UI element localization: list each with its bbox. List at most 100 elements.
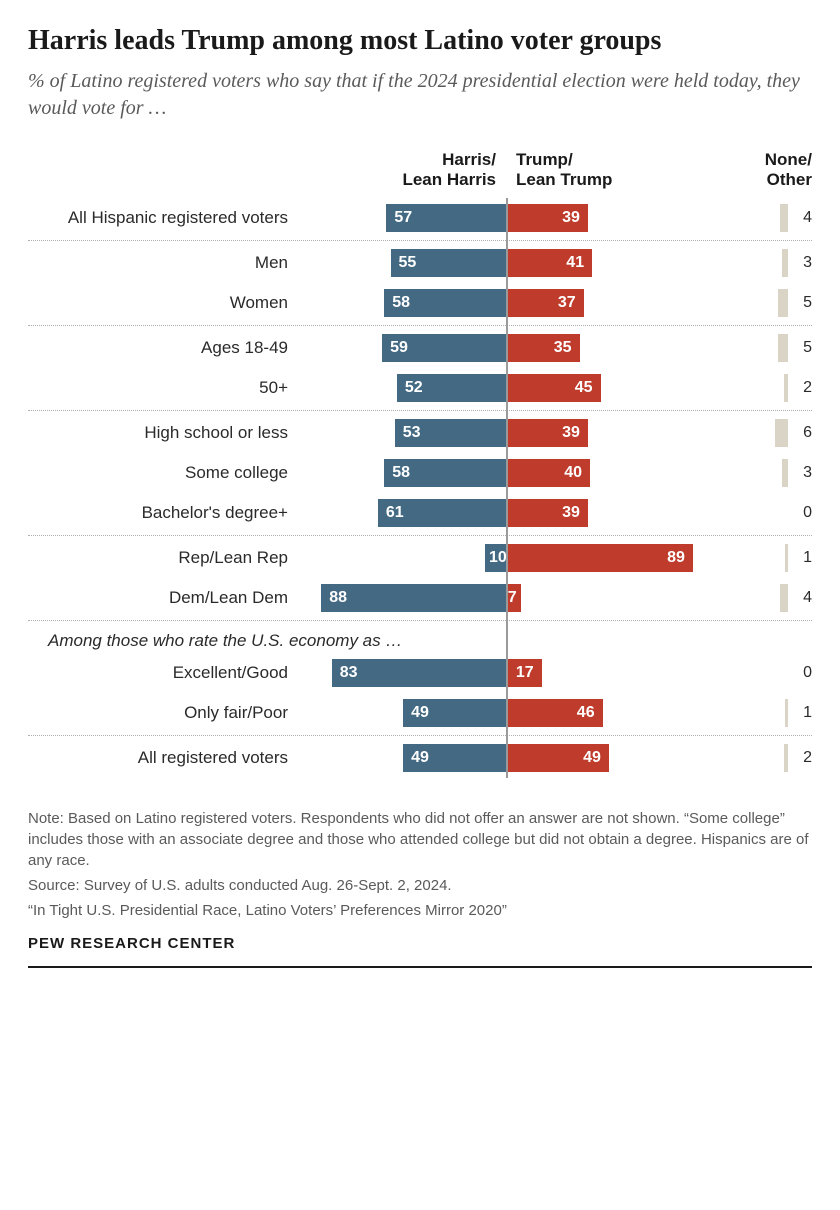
none-area: 2: [698, 738, 812, 778]
none-value: 2: [794, 749, 812, 767]
bar-trump: 49: [506, 744, 609, 772]
bar-trump: 17: [506, 659, 542, 687]
none-area: 2: [698, 368, 812, 408]
bar-harris: 49: [403, 744, 506, 772]
bar-none: [780, 204, 788, 232]
row-label: Ages 18-49: [28, 338, 298, 358]
row-label: Men: [28, 253, 298, 273]
footnote-note: Note: Based on Latino registered voters.…: [28, 808, 812, 871]
chart-container: Harris/Lean Harris Trump/Lean Trump None…: [28, 150, 812, 779]
bar-none: [785, 699, 788, 727]
data-row: Ages 18-4959355: [28, 328, 812, 368]
none-area: 3: [698, 453, 812, 493]
bar-harris: 58: [384, 289, 506, 317]
row-label: Excellent/Good: [28, 663, 298, 683]
header-harris: Harris/Lean Harris: [298, 150, 506, 191]
bar-trump: 46: [506, 699, 603, 727]
none-area: 6: [698, 413, 812, 453]
group-divider: [28, 410, 812, 411]
bar-harris: 83: [332, 659, 506, 687]
bar-harris: 52: [397, 374, 506, 402]
data-row: Men5541 3: [28, 243, 812, 283]
bar-none: [782, 459, 788, 487]
none-area: 1: [698, 538, 812, 578]
group-divider: [28, 620, 812, 621]
data-row: Some college58403: [28, 453, 812, 493]
none-value: 5: [794, 294, 812, 312]
none-value: 1: [794, 704, 812, 722]
bar-trump: 40: [506, 459, 590, 487]
column-headers: Harris/Lean Harris Trump/Lean Trump None…: [28, 150, 812, 191]
none-value: 0: [794, 664, 812, 682]
group-header: Among those who rate the U.S. economy as…: [28, 623, 812, 653]
bar-trump: 89: [506, 544, 693, 572]
data-row: 50+5245 2: [28, 368, 812, 408]
row-label: Women: [28, 293, 298, 313]
data-row: All registered voters49492: [28, 738, 812, 778]
rows-area: All Hispanic registered voters57394Men55…: [28, 198, 812, 778]
bottom-rule: [28, 966, 812, 968]
row-label: All Hispanic registered voters: [28, 208, 298, 228]
none-value: 4: [794, 209, 812, 227]
bar-harris: 10: [485, 544, 506, 572]
bar-none: [778, 289, 789, 317]
row-label: 50+: [28, 378, 298, 398]
group-divider: [28, 325, 812, 326]
bar-area: 5739: [298, 198, 698, 238]
bar-none: [784, 744, 788, 772]
bar-harris: 49: [403, 699, 506, 727]
none-value: 3: [794, 254, 812, 272]
brand-label: PEW RESEARCH CENTER: [28, 935, 812, 952]
group-divider: [28, 535, 812, 536]
bar-trump: 37: [506, 289, 584, 317]
bar-none: [782, 249, 788, 277]
bar-harris: 59: [382, 334, 506, 362]
none-value: 6: [794, 424, 812, 442]
bar-harris: 53: [395, 419, 506, 447]
bar-area: 5245: [298, 368, 698, 408]
bar-area: 8317: [298, 653, 698, 693]
header-trump: Trump/Lean Trump: [506, 150, 698, 191]
bar-area: 5837: [298, 283, 698, 323]
bar-harris: 57: [386, 204, 506, 232]
center-axis: [506, 198, 508, 778]
header-none: None/Other: [698, 150, 812, 191]
none-value: 2: [794, 379, 812, 397]
bar-area: 4949: [298, 738, 698, 778]
none-value: 3: [794, 464, 812, 482]
group-divider: [28, 735, 812, 736]
chart-title: Harris leads Trump among most Latino vot…: [28, 24, 812, 58]
chart-subtitle: % of Latino registered voters who say th…: [28, 68, 812, 122]
bar-trump: 41: [506, 249, 592, 277]
data-row: Dem/Lean Dem887 4: [28, 578, 812, 618]
bar-area: 1089: [298, 538, 698, 578]
none-area: 0: [698, 493, 812, 533]
row-label: Dem/Lean Dem: [28, 588, 298, 608]
bar-none: [775, 419, 788, 447]
data-row: All Hispanic registered voters5739 4: [28, 198, 812, 238]
bar-harris: 61: [378, 499, 506, 527]
row-label: Only fair/Poor: [28, 703, 298, 723]
none-value: 4: [794, 589, 812, 607]
bar-trump: 7: [506, 584, 521, 612]
bar-area: 887: [298, 578, 698, 618]
bar-area: 5339: [298, 413, 698, 453]
data-row: Only fair/Poor 4946 1: [28, 693, 812, 733]
none-area: 4: [698, 198, 812, 238]
bar-trump: 39: [506, 419, 588, 447]
bar-none: [780, 584, 788, 612]
bar-area: 5935: [298, 328, 698, 368]
none-value: 0: [794, 504, 812, 522]
none-area: 5: [698, 283, 812, 323]
bar-trump: 39: [506, 499, 588, 527]
bar-harris: 58: [384, 459, 506, 487]
bar-none: [785, 544, 788, 572]
row-label: Rep/Lean Rep: [28, 548, 298, 568]
bar-area: 5541: [298, 243, 698, 283]
row-label: Bachelor's degree+: [28, 503, 298, 523]
bar-none: [778, 334, 789, 362]
data-row: Excellent/Good83170: [28, 653, 812, 693]
row-label: High school or less: [28, 423, 298, 443]
bar-area: 5840: [298, 453, 698, 493]
bar-area: 6139: [298, 493, 698, 533]
